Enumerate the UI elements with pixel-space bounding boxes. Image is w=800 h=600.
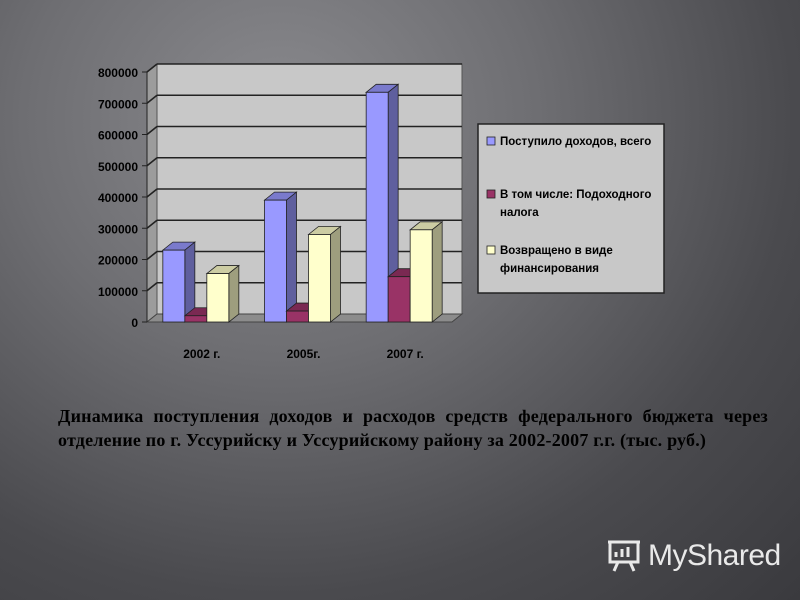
y-tick-label: 200000 bbox=[98, 254, 138, 268]
legend-swatch bbox=[486, 136, 496, 146]
presentation-board-icon bbox=[608, 540, 640, 572]
gridline-side bbox=[146, 63, 158, 73]
y-tick-label: 700000 bbox=[98, 97, 138, 111]
legend-swatch bbox=[486, 245, 496, 255]
bar-front bbox=[286, 310, 309, 323]
x-tick-label: 2007 г. bbox=[387, 347, 424, 361]
legend-box bbox=[477, 123, 665, 294]
gridline-side bbox=[146, 188, 158, 198]
bar-front bbox=[365, 91, 389, 323]
bar-front bbox=[184, 315, 208, 323]
bars bbox=[161, 83, 444, 323]
bar bbox=[205, 264, 240, 323]
legend-label: Поступило доходов, всего bbox=[500, 136, 651, 148]
legend: Поступило доходов, всего В том числе: Под… bbox=[477, 123, 665, 294]
bar bbox=[161, 241, 196, 323]
y-tick-label: 300000 bbox=[98, 222, 138, 236]
legend-label: налога bbox=[500, 207, 539, 219]
bar bbox=[307, 225, 342, 323]
legend-swatch bbox=[486, 189, 496, 199]
bar-front bbox=[264, 199, 287, 323]
y-tick-label: 500000 bbox=[98, 160, 138, 174]
legend-label: финансирования bbox=[500, 263, 599, 275]
bar-side bbox=[228, 264, 240, 323]
bar bbox=[365, 83, 400, 323]
gridline-side bbox=[146, 250, 158, 261]
bar bbox=[263, 191, 298, 323]
gridline-side bbox=[146, 94, 158, 104]
bar-front bbox=[409, 229, 433, 323]
bar-front bbox=[308, 234, 331, 323]
chart-caption: Динамика поступления доходов и расходов … bbox=[58, 406, 768, 450]
legend-label: В том числе: Подоходного bbox=[500, 189, 651, 201]
bar-side bbox=[286, 191, 297, 323]
logo-text: MyShared bbox=[648, 539, 781, 572]
legend-label: Возвращено в виде bbox=[500, 245, 613, 257]
bar bbox=[409, 220, 444, 323]
bar-side bbox=[330, 225, 341, 323]
x-tick-label: 2002 г. bbox=[183, 347, 220, 361]
y-tick-label: 100000 bbox=[98, 285, 138, 299]
gridline-side bbox=[146, 125, 158, 136]
myshared-logo: MyShared bbox=[606, 536, 781, 576]
gridline-side bbox=[146, 219, 158, 229]
bar-front bbox=[206, 273, 230, 323]
y-tick-label: 600000 bbox=[98, 129, 138, 143]
x-axis: 2002 г. 2005г. 2007 г. bbox=[183, 347, 424, 361]
y-tick-label: 400000 bbox=[98, 191, 138, 205]
y-axis: 800000 700000 600000 500000 400000 300000 2000… bbox=[98, 66, 148, 330]
bar-front bbox=[387, 276, 411, 323]
gridline-side bbox=[146, 282, 158, 292]
y-tick-label: 800000 bbox=[98, 66, 138, 80]
x-tick-label: 2005г. bbox=[287, 347, 321, 361]
bar-side bbox=[431, 220, 443, 323]
gridline-side bbox=[146, 157, 158, 167]
y-tick-label: 0 bbox=[131, 316, 138, 330]
bar-front bbox=[162, 249, 186, 323]
